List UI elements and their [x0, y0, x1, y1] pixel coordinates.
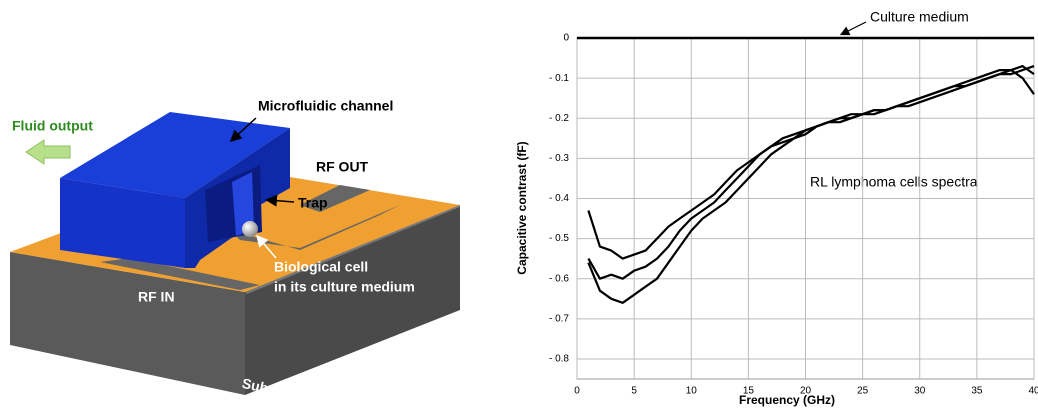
pointer: [229, 117, 257, 143]
x-tick-label: 0: [574, 386, 580, 397]
rf-in-label: RF IN: [138, 289, 175, 305]
y-axis-label: Capacitive contrast (fF): [515, 141, 529, 274]
y-tick-label: 0: [563, 33, 569, 44]
x-tick-label: 15: [743, 386, 755, 397]
y-tick-label: - 0.7: [549, 313, 569, 324]
line-series: [587, 65, 1035, 280]
channel-front: [60, 178, 185, 268]
x-tick-label: 10: [686, 386, 698, 397]
annotation: RL lymphoma cells spectra: [810, 174, 978, 190]
cell-label: Biological cell: [274, 259, 368, 275]
y-tick-label: - 0.4: [549, 193, 569, 204]
channel-label: Microfluidic channel: [258, 98, 393, 114]
line-series: [587, 65, 1035, 304]
cell-label: in its culture medium: [274, 279, 415, 295]
pointer: [265, 194, 295, 207]
trap-pillar: [232, 172, 254, 236]
substrate-left-face: [10, 252, 245, 395]
annotation-arrow: [839, 21, 867, 36]
fluid-output-label: Fluid output: [12, 118, 93, 134]
gap: [300, 185, 370, 212]
y-tick-label: - 0.2: [549, 113, 569, 124]
y-tick-label: - 0.5: [549, 233, 569, 244]
line-series: [587, 69, 1035, 260]
y-tick-label: - 0.1: [549, 73, 569, 84]
rf-out-label: RF OUT: [316, 159, 369, 175]
x-tick-label: 35: [971, 386, 983, 397]
y-tick-label: - 0.8: [549, 354, 569, 365]
y-tick-label: - 0.3: [549, 153, 569, 164]
pointer: [256, 234, 277, 259]
cell: [242, 221, 258, 237]
x-axis-label: Frequency (GHz): [739, 393, 835, 407]
fluid-arrow: [25, 139, 71, 165]
chart: Culture medium RL lymphoma cells spectra…: [515, 9, 1038, 407]
annotation: Culture medium: [870, 9, 969, 25]
gap: [100, 258, 260, 290]
y-tick-label: - 0.6: [549, 273, 569, 284]
trap-label: Trap: [298, 195, 328, 211]
device-diagram: Microfluidic channel Fluid output RF OUT…: [10, 98, 460, 404]
x-tick-label: 20: [800, 386, 812, 397]
x-tick-label: 5: [631, 386, 637, 397]
x-tick-label: 25: [857, 386, 869, 397]
x-tick-label: 30: [914, 386, 926, 397]
edge: [245, 205, 460, 294]
x-tick-label: 40: [1028, 386, 1038, 397]
substrate-right-face: [245, 205, 460, 395]
